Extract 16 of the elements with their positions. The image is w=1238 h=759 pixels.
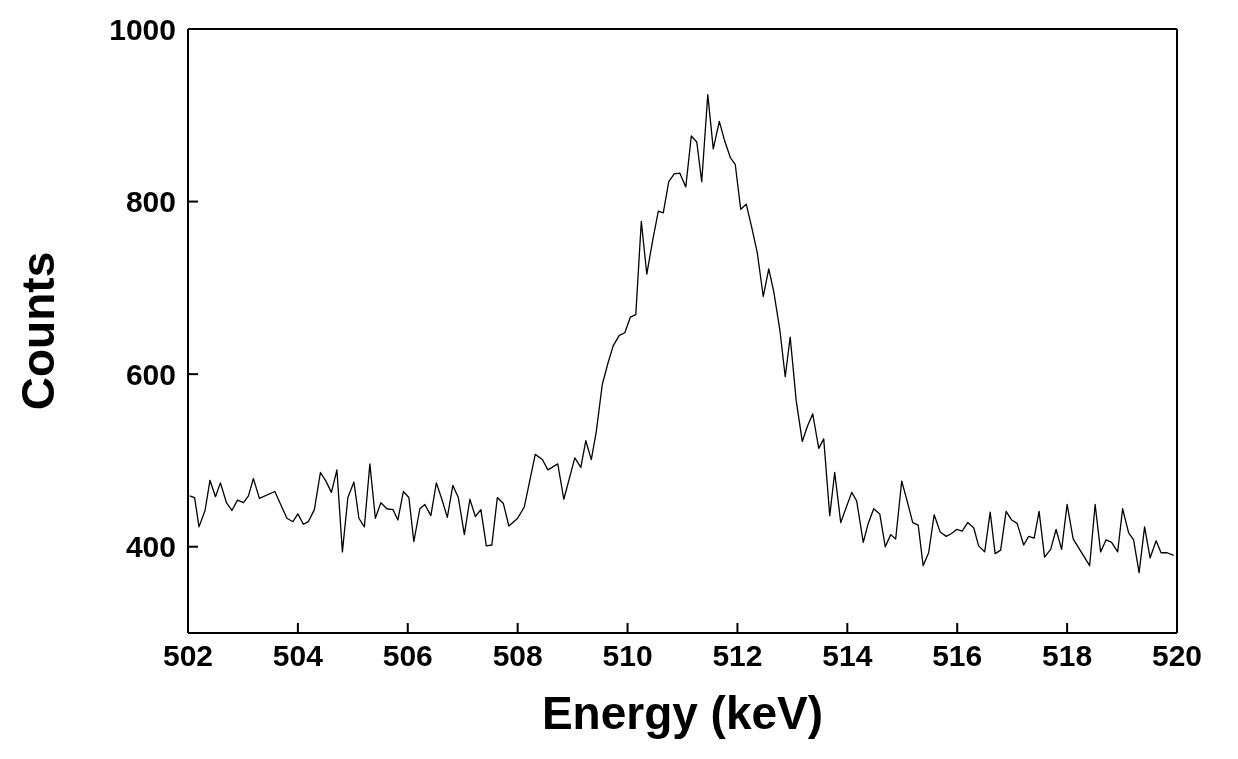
x-tick-label: 508: [492, 639, 543, 673]
y-tick-label: 1000: [109, 12, 176, 46]
x-tick-label: 506: [382, 639, 433, 673]
y-tick-label: 600: [125, 357, 176, 391]
x-tick-label: 512: [712, 639, 763, 673]
x-axis-title: Energy (keV): [541, 687, 824, 739]
y-tick-label: 400: [125, 530, 176, 564]
x-tick-label: 520: [1151, 639, 1203, 673]
x-tick-label: 510: [602, 639, 653, 673]
y-axis-title: Counts: [12, 251, 65, 411]
x-tick-label: 504: [272, 639, 324, 673]
x-tick-label: 516: [932, 639, 983, 673]
y-tick-label: 800: [125, 185, 176, 219]
x-tick-label: 502: [162, 639, 214, 673]
x-tick-label: 518: [1042, 639, 1093, 673]
x-tick-label: 514: [822, 639, 873, 673]
